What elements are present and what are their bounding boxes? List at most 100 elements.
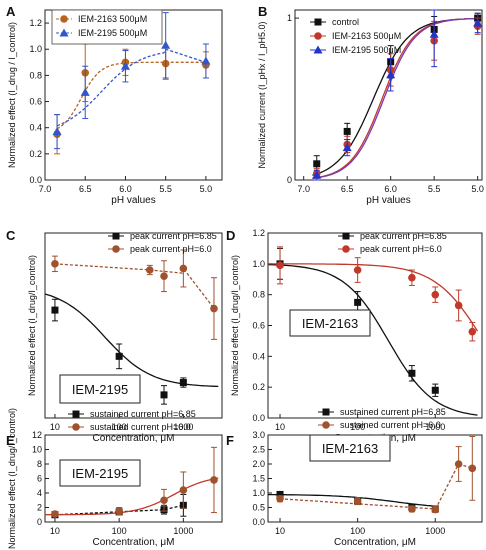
data-point-circle	[51, 260, 59, 268]
y-axis-label: Normalized effect (I_drug / I_control)	[7, 22, 17, 168]
compound-label-box	[289, 309, 371, 337]
x-tick-label: 7.0	[297, 184, 310, 194]
data-point-square	[179, 379, 187, 387]
legend-label: sustained current pH=6.85	[340, 407, 446, 417]
x-tick-label: 6.0	[384, 184, 397, 194]
panel-letter: B	[258, 4, 267, 19]
fit-curve	[268, 493, 436, 507]
y-axis-label: Normalized effect (I_drug/I_control)	[27, 255, 37, 396]
series-1	[276, 246, 477, 342]
x-tick-label: 6.5	[79, 184, 92, 194]
compound-label-box	[59, 374, 141, 404]
x-tick-label: 100	[350, 526, 365, 536]
y-tick-label: 0.8	[29, 70, 42, 80]
data-point-circle	[115, 507, 123, 515]
y-tick-label: 0.0	[29, 175, 42, 185]
data-point-circle	[431, 505, 440, 514]
y-tick-label: 8	[37, 459, 42, 469]
legend: IEM-2163 500μM IEM-2195 500μM	[51, 9, 163, 45]
data-point-triangle	[342, 143, 352, 152]
y-tick-label: 2.0	[252, 459, 265, 469]
y-axis-label: Normalized effect (I_drug/I_control)	[230, 255, 240, 396]
plot-frame	[294, 9, 483, 181]
data-point-triangle	[201, 56, 211, 65]
series-1	[276, 435, 477, 514]
y-tick-label: 0.5	[252, 503, 265, 513]
data-point-triangle	[52, 127, 62, 136]
y-tick-label: 1.2	[29, 18, 42, 28]
data-point-triangle	[59, 28, 69, 37]
data-point-circle	[276, 261, 284, 270]
data-point-square	[354, 298, 362, 306]
legend-label: peak current pH=6.85	[130, 231, 217, 241]
fit-curve	[279, 463, 473, 510]
data-point-square	[72, 410, 80, 418]
x-tick-label: 5.0	[200, 184, 213, 194]
data-point-square	[343, 127, 351, 135]
compound-label-box	[59, 459, 141, 487]
data-point-circle	[112, 245, 120, 253]
data-point-square	[313, 160, 321, 168]
fit-curve	[312, 17, 478, 179]
y-tick-label: 2	[37, 503, 42, 513]
data-point-circle	[51, 510, 59, 518]
fit-curve	[267, 263, 478, 416]
data-point-square	[51, 306, 59, 314]
data-point-circle	[160, 272, 168, 280]
data-point-circle	[322, 421, 330, 429]
fit-curve	[45, 477, 219, 516]
data-point-square	[342, 232, 350, 240]
x-tick-label: 6.0	[119, 184, 132, 194]
y-tick-label: 0.2	[29, 149, 42, 159]
y-axis-label: Normalized effect (I_drug/I_control)	[7, 408, 17, 549]
data-point-circle	[431, 290, 440, 299]
y-tick-label: 0	[37, 517, 42, 527]
plot-frame	[44, 232, 223, 419]
x-tick-label: 10	[275, 526, 285, 536]
series-1	[51, 249, 218, 340]
panel-letter: F	[226, 433, 234, 448]
x-tick-label: 6.5	[341, 184, 354, 194]
legend-label: sustained current pH=6.0	[340, 420, 441, 430]
data-point-circle	[342, 245, 350, 253]
data-point-circle	[314, 32, 322, 40]
data-point-square	[160, 391, 168, 399]
fit-curve	[44, 293, 219, 388]
compound-label: IEM-2163	[322, 441, 378, 456]
legend: sustained current pH=6.85 sustained curre…	[318, 407, 446, 430]
x-tick-label: 1000	[425, 422, 445, 432]
x-tick-label: 1000	[173, 422, 193, 432]
legend: peak current pH=6.85 peak current pH=6.0	[108, 231, 217, 254]
data-point-circle	[408, 273, 416, 282]
x-axis-label: Concentration, μM	[93, 433, 175, 444]
legend-label: IEM-2163 500μM	[332, 31, 401, 41]
data-point-triangle	[473, 18, 483, 27]
data-point-triangle	[386, 70, 396, 79]
compound-label: IEM-2195	[72, 466, 128, 481]
legend-label: control	[332, 17, 359, 27]
data-point-triangle	[80, 87, 90, 96]
x-tick-label: 5.0	[471, 184, 484, 194]
legend-label: peak current pH=6.0	[130, 244, 212, 254]
y-tick-label: 1.0	[252, 259, 265, 269]
panel-letter: E	[6, 433, 15, 448]
data-point-triangle	[429, 29, 439, 38]
y-tick-label: 0.6	[29, 97, 42, 107]
legend-label: peak current pH=6.0	[360, 244, 442, 254]
y-tick-label: 1.0	[29, 44, 42, 54]
y-tick-label: 12	[32, 430, 42, 440]
legend-label: sustained current pH=6.0	[90, 422, 191, 432]
data-point-circle	[145, 266, 154, 274]
fit-curve	[56, 61, 206, 130]
series-1	[52, 12, 211, 150]
legend: sustained current pH=6.85 sustained curre…	[68, 409, 196, 432]
data-point-circle	[72, 423, 80, 431]
data-point-square	[408, 369, 416, 377]
x-axis-label: pH values	[366, 195, 410, 206]
y-tick-label: 0	[287, 175, 292, 185]
data-point-square	[431, 386, 439, 394]
x-axis-label: Concentration, μM	[334, 537, 416, 548]
